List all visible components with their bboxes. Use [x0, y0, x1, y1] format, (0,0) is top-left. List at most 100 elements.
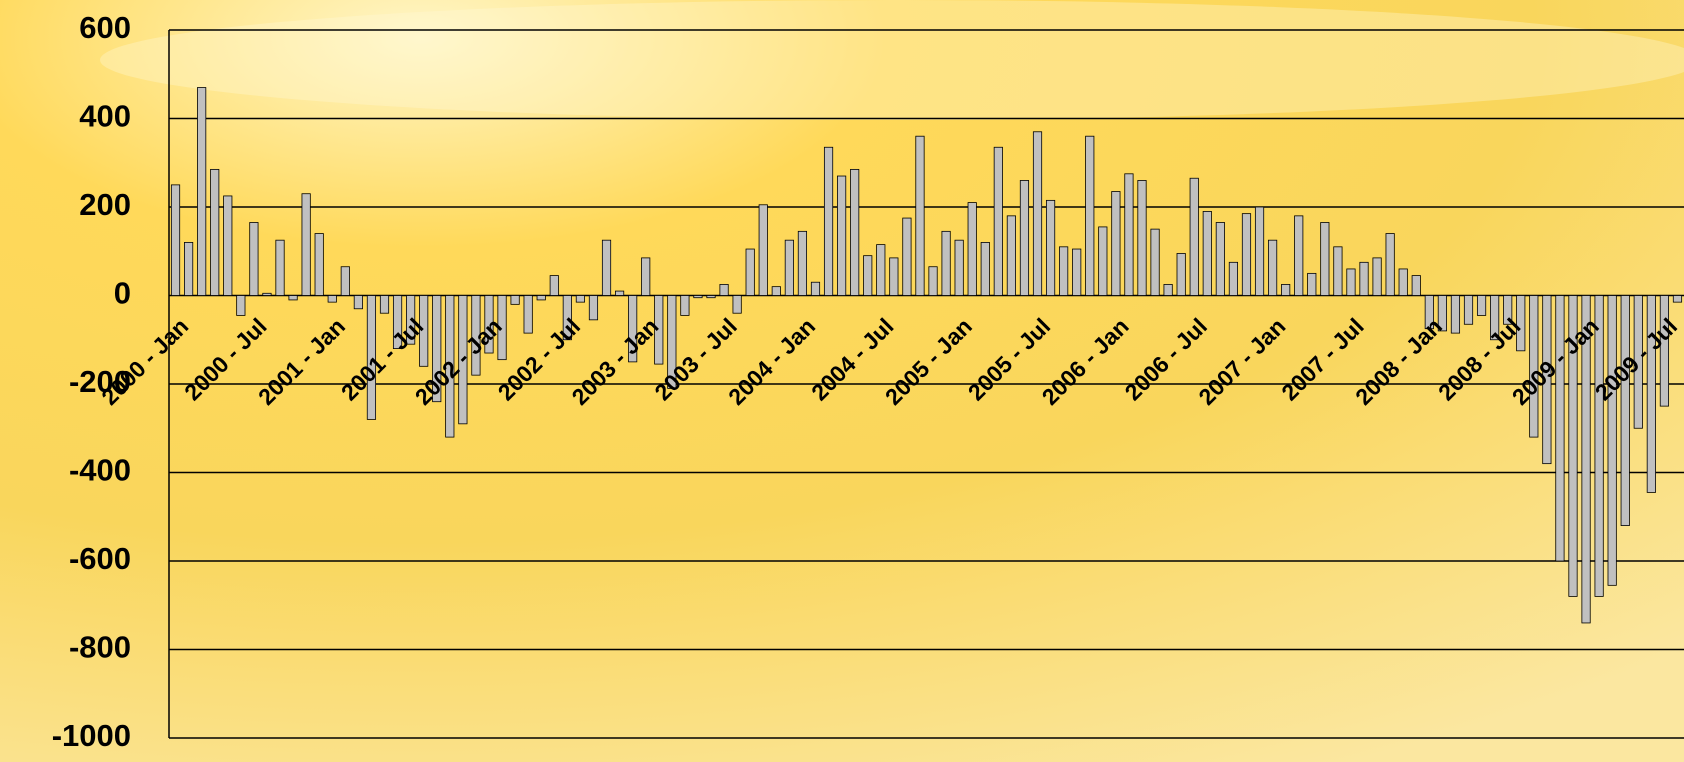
bar [1124, 173, 1134, 296]
bar [928, 266, 938, 296]
y-tick-label: 200 [79, 187, 131, 222]
bar [170, 184, 181, 296]
y-tick-label: -1000 [52, 718, 131, 753]
bar [1045, 199, 1056, 296]
bar [1503, 295, 1513, 325]
bar [601, 239, 612, 296]
bar [458, 295, 468, 425]
bar [236, 295, 246, 316]
bar [197, 87, 207, 296]
bar [445, 295, 455, 438]
bar [1111, 191, 1121, 296]
bar [810, 281, 821, 296]
bar [1281, 284, 1291, 296]
bar [693, 295, 703, 299]
bar [1646, 295, 1656, 493]
bar [797, 230, 808, 296]
bar [301, 193, 311, 296]
bar [327, 295, 337, 303]
bar [379, 295, 390, 314]
bar [1568, 295, 1578, 597]
bar [536, 295, 546, 301]
bar [1529, 295, 1539, 438]
bar [837, 175, 847, 296]
bar [1463, 295, 1474, 325]
bar [1372, 257, 1382, 296]
bar [1202, 211, 1212, 296]
bar [497, 295, 507, 361]
bar [784, 239, 794, 296]
bar [954, 239, 964, 296]
bar [1268, 239, 1278, 296]
y-tick-label: 600 [79, 10, 131, 45]
bar [1294, 215, 1304, 296]
bar [419, 295, 429, 367]
bar [758, 204, 768, 296]
bar [980, 241, 990, 296]
bar [1019, 180, 1030, 296]
bar [850, 168, 860, 296]
bar [863, 255, 873, 296]
bar [745, 248, 755, 296]
bar [1150, 228, 1160, 296]
bar [353, 295, 363, 310]
bar [1385, 233, 1395, 296]
bar [719, 284, 729, 296]
bar [1490, 295, 1500, 341]
bar [1555, 295, 1565, 562]
bar [771, 286, 781, 296]
bar [732, 295, 742, 314]
y-tick-label: 0 [114, 276, 131, 311]
bar [184, 241, 194, 296]
bar [915, 135, 925, 296]
bar [588, 295, 599, 321]
bar [993, 146, 1003, 296]
y-tick-label: -400 [69, 453, 131, 488]
bar [484, 295, 494, 354]
bar [262, 292, 272, 296]
bar [1633, 295, 1643, 429]
bar [615, 290, 625, 296]
bar [1098, 226, 1108, 296]
bar [340, 266, 350, 296]
bar [549, 275, 559, 296]
glow [100, 0, 1684, 120]
bar [1307, 272, 1317, 296]
bar [680, 295, 690, 316]
bar [628, 295, 638, 363]
bar [562, 295, 572, 341]
bar [275, 239, 285, 296]
bar [249, 222, 259, 296]
bar [366, 295, 377, 420]
y-tick-label: -200 [69, 364, 131, 399]
bar [406, 295, 416, 345]
bar [1254, 206, 1265, 296]
bar [1398, 268, 1408, 296]
bar [392, 295, 403, 349]
bar [1359, 261, 1369, 296]
bar [1137, 180, 1147, 296]
y-tick-label: -800 [69, 630, 131, 665]
bar [1189, 177, 1199, 296]
bar [471, 295, 481, 376]
bar [1476, 295, 1487, 316]
y-tick-label: -600 [69, 541, 131, 576]
bar [1424, 295, 1434, 330]
bar [1333, 246, 1343, 296]
bar [223, 195, 233, 296]
bar [1176, 253, 1186, 296]
bar [1032, 131, 1043, 296]
bar [432, 295, 442, 403]
bar [641, 257, 651, 296]
bar [288, 295, 298, 301]
bar [1163, 284, 1173, 296]
bar [1620, 295, 1630, 527]
bar [1228, 261, 1238, 296]
bar [941, 230, 951, 296]
bar [1320, 222, 1330, 296]
bar [876, 244, 886, 296]
bar [967, 202, 977, 296]
bar [1437, 295, 1447, 332]
bar [1085, 135, 1095, 296]
